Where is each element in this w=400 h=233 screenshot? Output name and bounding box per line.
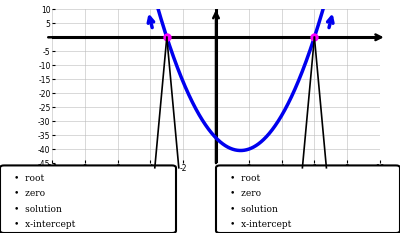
Text: •  root: • root [230, 174, 260, 183]
Text: •  x-intercept: • x-intercept [14, 220, 75, 229]
Text: •  solution: • solution [230, 205, 278, 214]
Text: •  root: • root [14, 174, 44, 183]
Text: •  zero: • zero [14, 189, 45, 198]
Text: •  solution: • solution [14, 205, 62, 214]
Text: •  zero: • zero [230, 189, 261, 198]
Text: •  x-intercept: • x-intercept [230, 220, 291, 229]
